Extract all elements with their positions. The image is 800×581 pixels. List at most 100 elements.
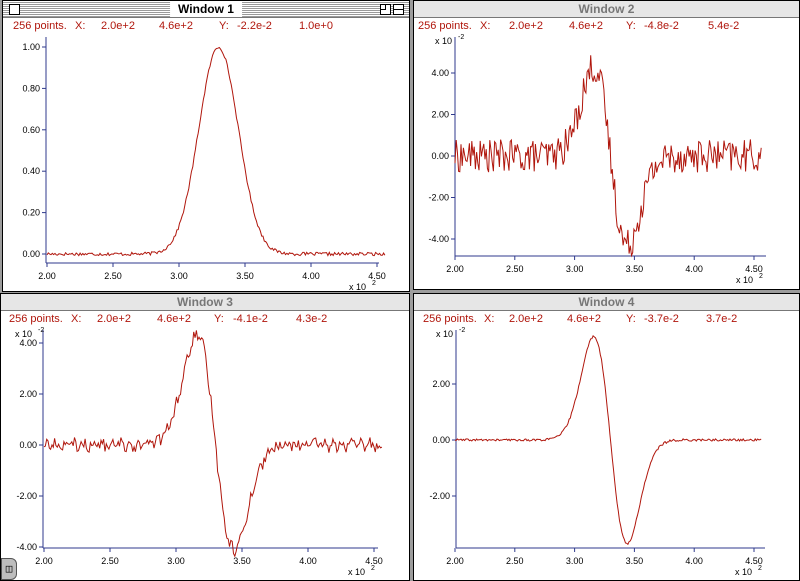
window-1-titlebar[interactable]: Window 1 <box>3 1 409 18</box>
y-tick-label: 0.00 <box>22 249 40 259</box>
points-count: 256 points. <box>13 20 67 32</box>
x-tick-label: 2.00 <box>446 556 464 566</box>
x-tick-label: 3.00 <box>566 264 584 274</box>
x-tick-label: 4.00 <box>685 556 703 566</box>
y-tick-label: 0.00 <box>432 435 450 445</box>
y-tick-label: -4.00 <box>16 542 37 552</box>
x-tick-label: 3.00 <box>170 271 188 281</box>
x-max: 4.6e+2 <box>567 313 601 325</box>
x-tick-label: 4.50 <box>368 271 386 281</box>
y-min: -2.2e-2 <box>237 20 272 32</box>
x-tick-label: 3.50 <box>236 271 254 281</box>
x-tick-label: 3.50 <box>626 556 644 566</box>
window-3-plot[interactable]: -4.00 -2.00 0.00 2.00 4.00 2.00 2.50 3.00 3.50 4.… <box>1 294 409 580</box>
x-tick-label: 2.50 <box>104 271 122 281</box>
y-tick-label: 0.40 <box>22 166 40 176</box>
data-series-line <box>43 330 383 558</box>
window-3[interactable]: Window 3 256 points. X: 2.0e+2 4.6e+2 Y:… <box>0 293 410 581</box>
y-min: -4.1e-2 <box>233 313 268 325</box>
x-label: X: <box>75 20 86 32</box>
y-label: Y: <box>219 20 229 32</box>
y-tick-label: 2.00 <box>431 110 449 120</box>
x-exponent-power: 2 <box>759 273 763 280</box>
window-4-title: Window 4 <box>570 295 643 310</box>
x-exponent-label: x 10 <box>736 275 753 285</box>
y-tick-label: -2.00 <box>16 491 37 501</box>
window-4[interactable]: Window 4 256 points. X: 2.0e+2 4.6e+2 Y:… <box>413 293 800 581</box>
x-exponent-power: 2 <box>371 565 375 572</box>
x-tick-label: 4.00 <box>302 271 320 281</box>
x-tick-label: 4.50 <box>745 556 763 566</box>
x-max: 4.6e+2 <box>569 20 603 32</box>
x-exponent-power: 2 <box>372 280 376 287</box>
window-4-plot[interactable]: -2.000.002.002.00 2.50 3.00 3.50 4.00 4.50x 1… <box>414 294 799 580</box>
y-tick-label: -2.00 <box>428 193 449 203</box>
x-tick-label: 3.00 <box>167 556 185 566</box>
y-max: 1.0e+0 <box>299 20 333 32</box>
window-1-plot[interactable]: 0.00 0.20 0.40 0.60 0.80 1.00 2.00 2.50 3.00 3.50… <box>3 1 409 291</box>
y-min: -3.7e-2 <box>644 313 679 325</box>
window-4-readout: 256 points. X: 2.0e+2 4.6e+2 Y: -3.7e-2 … <box>414 313 799 327</box>
x-tick-label: 4.50 <box>745 264 763 274</box>
y-tick-label: 0.20 <box>22 208 40 218</box>
x-tick-label: 2.50 <box>506 264 524 274</box>
x-tick-label: 3.50 <box>233 556 251 566</box>
zoom-box-icon[interactable] <box>380 4 391 15</box>
y-tick-label: -2.00 <box>429 491 450 501</box>
y-tick-label: 4.00 <box>431 68 449 78</box>
window-4-titlebar[interactable]: Window 4 <box>414 294 799 311</box>
x-min: 2.0e+2 <box>509 20 543 32</box>
window-2-titlebar[interactable]: Window 2 <box>414 1 799 18</box>
x-tick-label: 4.50 <box>365 556 383 566</box>
y-tick-label: 0.60 <box>22 125 40 135</box>
x-tick-label: 2.00 <box>38 271 56 281</box>
x-tick-label: 2.50 <box>506 556 524 566</box>
x-tick-label: 2.50 <box>101 556 119 566</box>
x-min: 2.0e+2 <box>97 313 131 325</box>
points-count: 256 points. <box>423 313 477 325</box>
y-tick-label: 0.00 <box>431 151 449 161</box>
y-label: Y: <box>626 20 636 32</box>
y-exponent-power: -2 <box>38 327 44 334</box>
data-series-line <box>454 334 762 546</box>
y-label: Y: <box>626 313 636 325</box>
y-max: 5.4e-2 <box>708 20 740 32</box>
y-tick-label: 0.80 <box>22 83 40 93</box>
y-tick-label: 2.00 <box>19 389 37 399</box>
x-tick-label: 3.50 <box>626 264 644 274</box>
y-max: 4.3e-2 <box>296 313 328 325</box>
x-tick-label: 4.00 <box>685 264 703 274</box>
y-tick-label: 4.00 <box>19 338 37 348</box>
y-max: 3.7e-2 <box>706 313 738 325</box>
x-label: X: <box>71 313 82 325</box>
x-exponent-label: x 10 <box>348 567 365 577</box>
x-exponent-label: x 10 <box>349 282 366 291</box>
window-2-plot[interactable]: -4.00 -2.00 0.00 2.00 4.00 2.00 2.50 3.00 3.50 4.… <box>414 1 799 289</box>
window-3-titlebar[interactable]: Window 3 <box>1 294 409 311</box>
points-count: 256 points. <box>9 313 63 325</box>
x-exponent-label: x 10 <box>735 567 752 577</box>
y-tick-label: 1.00 <box>22 42 40 52</box>
y-tick-label: 2.00 <box>432 379 450 389</box>
window-3-title: Window 3 <box>169 295 241 310</box>
x-tick-label: 2.00 <box>446 264 464 274</box>
data-series-line <box>46 46 386 257</box>
points-count: 256 points. <box>418 20 472 32</box>
y-exponent-label: x 10 <box>436 329 453 339</box>
window-3-readout: 256 points. X: 2.0e+2 4.6e+2 Y: -4.1e-2 … <box>1 313 409 327</box>
collapse-box-icon[interactable] <box>393 4 404 15</box>
x-tick-label: 2.00 <box>35 556 53 566</box>
x-max: 4.6e+2 <box>159 20 193 32</box>
x-exponent-power: 2 <box>758 565 762 572</box>
close-box-icon[interactable] <box>9 4 20 15</box>
grow-box-icon[interactable]: ◫ <box>1 558 17 580</box>
y-min: -4.8e-2 <box>644 20 679 32</box>
x-min: 2.0e+2 <box>101 20 135 32</box>
y-exponent-power: -2 <box>458 34 464 41</box>
window-1-title: Window 1 <box>170 2 242 17</box>
window-2[interactable]: Window 2 256 points. X: 2.0e+2 4.6e+2 Y:… <box>413 0 800 290</box>
x-label: X: <box>480 20 491 32</box>
x-label: X: <box>484 313 495 325</box>
window-1[interactable]: Window 1 256 points. X: 2.0e+2 4.6e+2 Y:… <box>2 0 410 292</box>
y-label: Y: <box>214 313 224 325</box>
